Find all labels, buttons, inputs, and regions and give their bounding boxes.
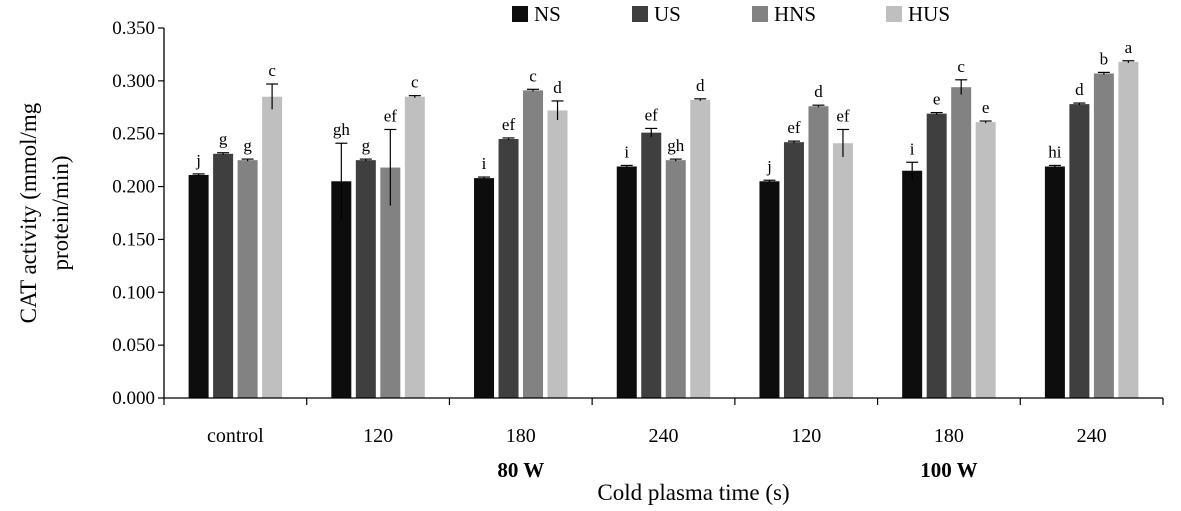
significance-letter: e bbox=[933, 90, 941, 109]
bar-us bbox=[783, 142, 804, 398]
y-tick-label: 0.300 bbox=[112, 71, 155, 92]
x-category-label: 180 bbox=[506, 425, 536, 447]
significance-letter: j bbox=[195, 151, 201, 170]
bar-hns bbox=[951, 87, 972, 398]
bar-ns bbox=[902, 170, 923, 398]
bar-hns bbox=[380, 167, 401, 398]
significance-letter: hi bbox=[1048, 142, 1062, 161]
legend-label-ns: NS bbox=[534, 2, 561, 26]
power-group-label: 80 W bbox=[497, 458, 544, 482]
legend-label-us: US bbox=[654, 2, 681, 26]
power-group-label: 100 W bbox=[920, 458, 977, 482]
significance-letter: i bbox=[482, 154, 487, 173]
bar-hns bbox=[808, 106, 829, 398]
bar-ns bbox=[474, 178, 495, 398]
significance-letter: d bbox=[553, 78, 562, 97]
bar-us bbox=[355, 160, 376, 398]
significance-letter: ef bbox=[502, 115, 516, 134]
legend-swatch-hns bbox=[752, 6, 768, 22]
significance-letter: ef bbox=[836, 106, 850, 125]
significance-letter: d bbox=[814, 82, 823, 101]
significance-letter: gh bbox=[667, 136, 685, 155]
significance-letter: ef bbox=[645, 105, 659, 124]
significance-letter: g bbox=[243, 136, 252, 155]
significance-letter: b bbox=[1100, 49, 1109, 68]
significance-letter: j bbox=[766, 157, 772, 176]
y-tick-label: 0.000 bbox=[112, 388, 155, 409]
y-tick-label: 0.150 bbox=[112, 229, 155, 250]
bar-ns bbox=[1044, 166, 1065, 398]
bar-hus bbox=[975, 122, 996, 398]
y-tick-label: 0.200 bbox=[112, 177, 155, 198]
significance-letter: i bbox=[624, 142, 629, 161]
bar-hus bbox=[832, 143, 853, 398]
bar-hns bbox=[523, 90, 544, 398]
significance-letter: c bbox=[411, 73, 419, 92]
bar-us bbox=[926, 113, 947, 398]
bar-hns bbox=[1093, 73, 1114, 398]
y-tick-label: 0.100 bbox=[112, 282, 155, 303]
bar-us bbox=[213, 153, 234, 398]
bars bbox=[188, 61, 1139, 398]
y-axis-title-line: protein/min) bbox=[48, 156, 73, 271]
y-axis-title-line: CAT activity (mmol/mg bbox=[16, 102, 41, 323]
bar-hus bbox=[690, 99, 711, 398]
significance-letter: d bbox=[1075, 80, 1084, 99]
bar-ns bbox=[331, 181, 352, 398]
bar-hus bbox=[262, 96, 283, 398]
bar-ns bbox=[759, 181, 780, 398]
significance-letter: a bbox=[1125, 38, 1133, 57]
significance-letter: c bbox=[529, 66, 537, 85]
bar-us bbox=[498, 139, 519, 398]
x-category-label: 180 bbox=[934, 425, 964, 447]
legend-swatch-ns bbox=[512, 6, 528, 22]
x-category-label: control bbox=[207, 425, 264, 447]
bar-ns bbox=[188, 174, 209, 398]
bar-us bbox=[641, 132, 662, 398]
bar-us bbox=[1069, 104, 1090, 398]
bar-hus bbox=[404, 96, 425, 398]
bar-hns bbox=[665, 160, 686, 398]
bar-hus bbox=[547, 110, 568, 398]
legend: NS US HNS HUS bbox=[512, 2, 950, 26]
x-axis-title: Cold plasma time (s) bbox=[597, 480, 789, 505]
significance-letter: d bbox=[696, 76, 705, 95]
significance-letter: g bbox=[362, 136, 371, 155]
significance-letter: g bbox=[219, 130, 228, 149]
bar-hus bbox=[1118, 61, 1139, 398]
y-tick-label: 0.250 bbox=[112, 124, 155, 145]
legend-swatch-hus bbox=[886, 6, 902, 22]
y-tick-label: 0.050 bbox=[112, 335, 155, 356]
significance-letter: ef bbox=[384, 106, 398, 125]
significance-letter: gh bbox=[333, 120, 351, 139]
significance-letter: i bbox=[910, 139, 915, 158]
significance-letter: c bbox=[957, 57, 965, 76]
axes: 0.000 0.050 0.100 0.150 0.200 0.250 0.300 0.350… bbox=[112, 18, 1164, 482]
y-axis-title: CAT activity (mmol/mg protein/min) bbox=[16, 102, 73, 323]
bar-ns bbox=[616, 166, 637, 398]
significance-letter: ef bbox=[787, 118, 801, 137]
error-bars bbox=[192, 60, 1135, 220]
x-category-label: 240 bbox=[649, 425, 679, 447]
x-category-label: 240 bbox=[1077, 425, 1107, 447]
significance-letter: e bbox=[982, 98, 990, 117]
significance-letter: c bbox=[268, 61, 276, 80]
legend-swatch-us bbox=[632, 6, 648, 22]
bar-hns bbox=[237, 160, 258, 398]
x-category-label: 120 bbox=[363, 425, 393, 447]
legend-label-hns: HNS bbox=[774, 2, 816, 26]
legend-label-hus: HUS bbox=[908, 2, 950, 26]
x-category-label: 120 bbox=[791, 425, 821, 447]
y-tick-label: 0.350 bbox=[112, 18, 155, 39]
